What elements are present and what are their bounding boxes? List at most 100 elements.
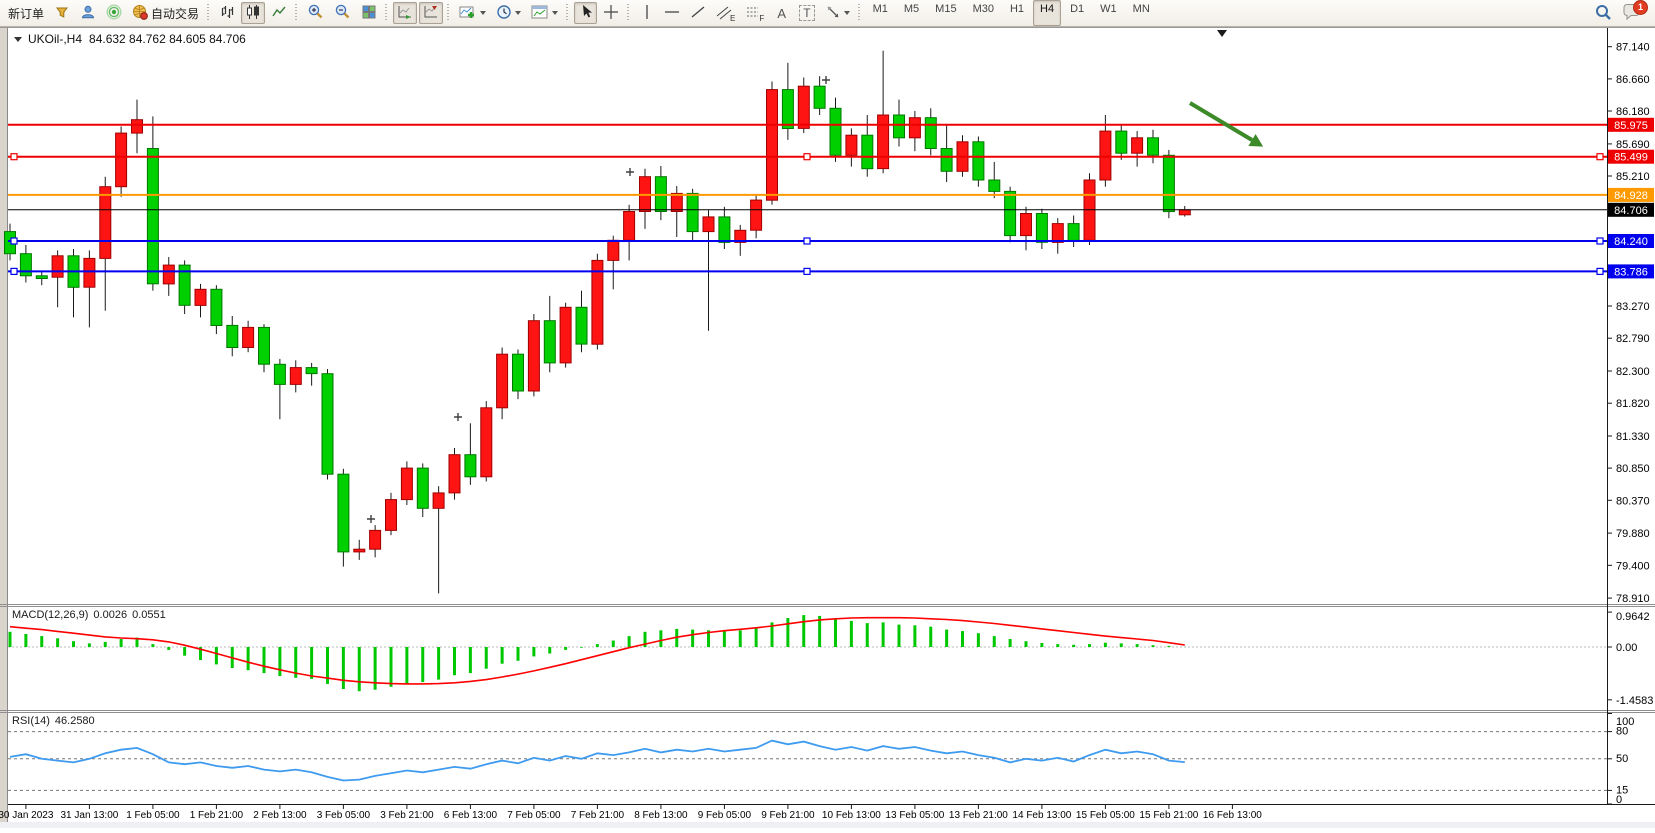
- timeframe-MN[interactable]: MN: [1132, 3, 1150, 15]
- timeframe-W1[interactable]: W1: [1100, 3, 1117, 15]
- svg-text:84.928: 84.928: [1614, 190, 1648, 202]
- zoom-in-icon: [307, 3, 324, 23]
- channel-icon: [716, 4, 732, 23]
- svg-text:80: 80: [1616, 726, 1628, 738]
- line-chart-icon: [271, 4, 287, 23]
- timeframe-group: M1 M5 M15 M30 H1 H4 D1 W1 MN: [865, 0, 1158, 27]
- zoom-in-button[interactable]: [303, 2, 328, 24]
- chart-shift-button[interactable]: [419, 2, 444, 24]
- svg-text:50: 50: [1616, 753, 1628, 765]
- svg-text:15: 15: [1616, 784, 1628, 796]
- svg-text:85.975: 85.975: [1614, 120, 1648, 132]
- cursor-arrow-icon: [579, 4, 593, 23]
- trade-group: 新订单 自动交易: [3, 0, 204, 27]
- candlestick-icon: [245, 4, 261, 23]
- signal-icon: [106, 3, 122, 23]
- globe-icon: [132, 4, 148, 23]
- objects-group: E F A T: [634, 0, 855, 27]
- bar-chart-button[interactable]: [215, 2, 239, 24]
- timeframe-M30[interactable]: M30: [972, 3, 994, 15]
- chart-menu-icon[interactable]: [14, 36, 22, 42]
- svg-text:31 Jan 13:00: 31 Jan 13:00: [60, 810, 118, 821]
- line-chart-button[interactable]: [267, 2, 291, 24]
- toolbar-handle[interactable]: [294, 4, 300, 22]
- crosshair-button[interactable]: [599, 2, 623, 24]
- macd-signal-line: [9, 616, 1185, 685]
- svg-text:87.140: 87.140: [1616, 42, 1650, 54]
- macd-main-value: 0.0026: [93, 609, 128, 621]
- chart-shift-icon: [423, 4, 439, 23]
- timeframe-H1[interactable]: H1: [1009, 3, 1025, 15]
- svg-text:100: 100: [1616, 716, 1634, 728]
- candlestick-chart-button[interactable]: [241, 2, 266, 24]
- toolbar-handle[interactable]: [384, 4, 390, 22]
- arrows-tool[interactable]: [821, 2, 854, 24]
- person-cloud-icon: [80, 4, 96, 23]
- svg-text:8 Feb 13:00: 8 Feb 13:00: [634, 810, 688, 821]
- timeframe-M1[interactable]: M1: [872, 3, 888, 15]
- zoom-out-button[interactable]: [330, 2, 355, 24]
- toolbar-handle[interactable]: [565, 4, 571, 22]
- auto-scroll-button[interactable]: [393, 2, 418, 24]
- template-icon: [531, 4, 549, 23]
- price-axis[interactable]: 87.140 86.660 86.180 85.690 85.210 83.270 82.7…: [1607, 42, 1654, 806]
- svg-text:1 Feb 05:00: 1 Feb 05:00: [126, 810, 180, 821]
- svg-text:9 Feb 21:00: 9 Feb 21:00: [761, 810, 815, 821]
- trend-arrow-annotation[interactable]: [1188, 101, 1264, 147]
- svg-text:1 Feb 21:00: 1 Feb 21:00: [190, 810, 244, 821]
- toolbar-handle[interactable]: [626, 4, 632, 22]
- signals-button[interactable]: [102, 2, 126, 24]
- auto-trading-button[interactable]: 自动交易: [128, 2, 203, 24]
- shift-marker-icon[interactable]: [1217, 30, 1227, 37]
- cursor-button[interactable]: [574, 2, 598, 24]
- fibonacci-tool[interactable]: F: [741, 2, 768, 24]
- svg-text:80.850: 80.850: [1616, 463, 1650, 475]
- dropdown-caret-icon: [843, 11, 850, 15]
- add-indicator-button[interactable]: [455, 2, 490, 24]
- timeframe-M15[interactable]: M15: [935, 3, 957, 15]
- history-center-button[interactable]: [50, 2, 74, 24]
- community-button[interactable]: [76, 2, 100, 24]
- crosshair-icon: [603, 4, 619, 23]
- notifications-button[interactable]: 1: [1618, 0, 1648, 25]
- svg-text:85.210: 85.210: [1616, 171, 1650, 183]
- level-lines[interactable]: [8, 123, 1607, 275]
- template-button[interactable]: [527, 2, 562, 24]
- trendline-tool[interactable]: [686, 2, 710, 24]
- timeframe-M5[interactable]: M5: [903, 3, 920, 15]
- dropdown-caret-icon: [515, 11, 522, 15]
- svg-text:83.270: 83.270: [1616, 301, 1650, 313]
- tile-windows-button[interactable]: [357, 2, 381, 24]
- vertical-line-tool[interactable]: [635, 2, 658, 24]
- svg-text:85.499: 85.499: [1614, 152, 1648, 164]
- notification-badge: 1: [1633, 0, 1648, 15]
- search-button[interactable]: [1590, 3, 1616, 25]
- svg-text:81.330: 81.330: [1616, 431, 1650, 443]
- svg-text:79.400: 79.400: [1616, 560, 1650, 572]
- time-axis[interactable]: 30 Jan 2023 31 Jan 13:00 1 Feb 05:00 1 Feb …: [0, 804, 1262, 821]
- equidistant-channel-tool[interactable]: E: [712, 2, 739, 24]
- timeframe-D1[interactable]: D1: [1070, 3, 1085, 15]
- toolbar-handle[interactable]: [446, 4, 452, 22]
- horizontal-line-tool[interactable]: [660, 2, 684, 24]
- svg-text:2 Feb 13:00: 2 Feb 13:00: [253, 810, 307, 821]
- scroll-group: [392, 0, 444, 27]
- text-tool[interactable]: A: [770, 2, 793, 24]
- svg-text:84.706: 84.706: [1614, 205, 1648, 217]
- text-label-tool[interactable]: T: [795, 2, 818, 24]
- period-button[interactable]: [492, 2, 525, 24]
- rsi-label: RSI(14) 46.2580: [12, 715, 100, 727]
- tile-windows-icon: [361, 4, 377, 23]
- svg-text:3 Feb 05:00: 3 Feb 05:00: [317, 810, 371, 821]
- new-order-label: 新订单: [8, 6, 45, 21]
- fibonacci-icon: [745, 4, 761, 23]
- insert-group: [454, 0, 563, 27]
- timeframe-H4[interactable]: H4: [1033, 0, 1062, 26]
- fibonacci-tag: F: [759, 14, 765, 23]
- svg-text:0: 0: [1616, 794, 1622, 806]
- toolbar-handle[interactable]: [856, 4, 862, 22]
- new-order-button[interactable]: 新订单: [4, 2, 48, 24]
- chart-title-bar: UKOil-,H4 84.632 84.762 84.605 84.706: [14, 32, 253, 46]
- toolbar-handle[interactable]: [206, 4, 212, 22]
